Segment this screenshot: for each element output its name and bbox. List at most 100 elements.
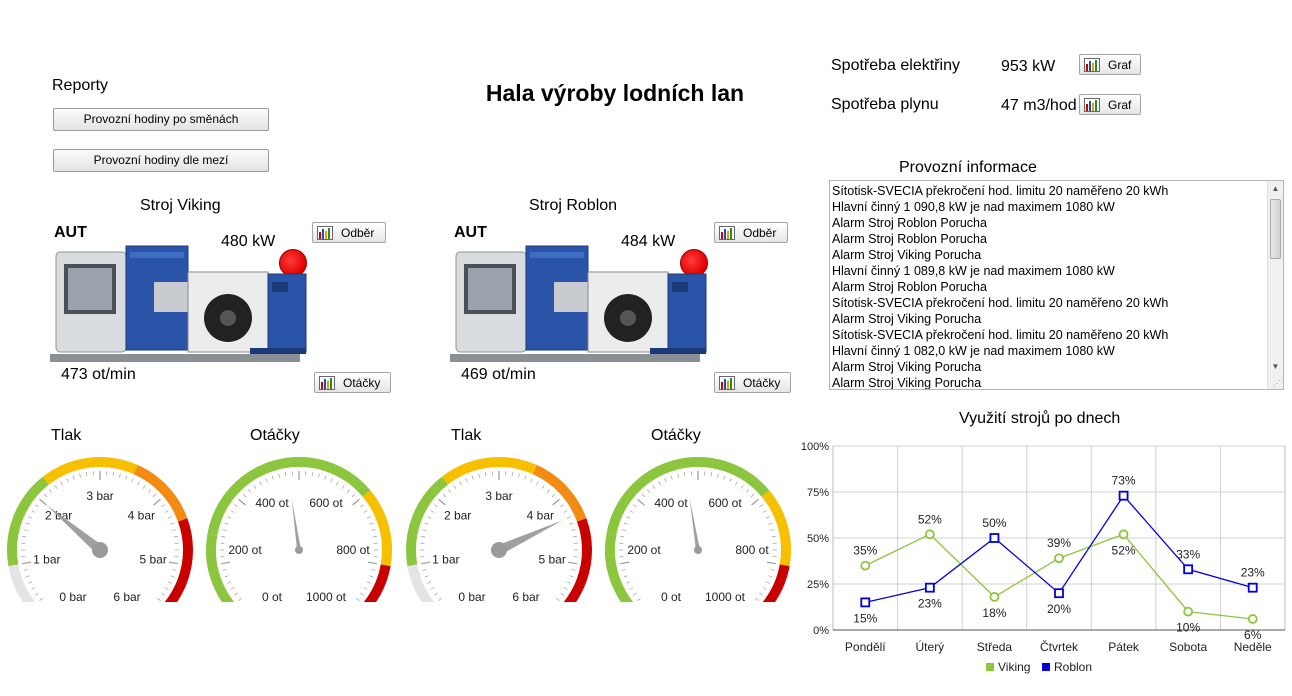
electricity-label: Spotřeba elektřiny (831, 57, 960, 74)
rpm-value: 473 ot/min (61, 366, 136, 383)
gauge-tick (623, 575, 628, 578)
scroll-up-icon[interactable]: ▲ (1271, 184, 1280, 193)
gauge-tick (224, 522, 229, 525)
gauge-tick (566, 581, 571, 584)
limit-hours-button[interactable]: Provozní hodiny dle mezí (53, 149, 269, 172)
gauge-tick (762, 510, 767, 513)
mode-indicator: AUT (54, 224, 87, 241)
machine-image (50, 245, 307, 362)
gauge-label: 400 ot (255, 496, 289, 510)
gauge-tick (745, 489, 750, 493)
gauge-tick (421, 535, 426, 538)
power-value: 480 kW (221, 233, 276, 250)
gauge-tick (363, 510, 368, 513)
x-tick-label: Úterý (916, 639, 945, 654)
data-label: 20% (1047, 602, 1071, 616)
gauge-band (407, 564, 435, 602)
gauge-tick (750, 493, 755, 498)
gauge-tick (346, 489, 351, 493)
mode-indicator: AUT (454, 224, 487, 241)
gauge-tick (637, 597, 641, 602)
gauge-tick (164, 587, 169, 590)
consumption-button[interactable]: Odběr (714, 222, 788, 243)
gauge-label: 2 bar (444, 508, 471, 522)
gauge-tick (253, 485, 257, 489)
resize-grip-icon[interactable]: ⋰ (1273, 379, 1281, 388)
gauge-tick (234, 504, 238, 508)
rpm-button[interactable]: Otáčky (314, 372, 391, 393)
gauge-tick (371, 569, 376, 571)
gauge-label: 200 ot (627, 543, 661, 557)
gauge-tick (735, 481, 738, 486)
log-line: Alarm Stroj Viking Porucha (832, 312, 982, 326)
y-tick-label: 0% (813, 625, 829, 637)
gauge-tick (629, 587, 634, 590)
gauge-tick (330, 478, 333, 483)
gauge-tick (369, 575, 374, 578)
log-line: Alarm Stroj Roblon Porucha (832, 216, 987, 230)
log-scrollbar[interactable]: ▲ ▼ (1267, 181, 1283, 389)
consumption-button[interactable]: Odběr (312, 222, 386, 243)
data-label: 73% (1112, 474, 1136, 488)
gauge-tick (422, 569, 427, 571)
gauge-tick (633, 592, 637, 596)
data-label: 39% (1047, 536, 1071, 550)
x-tick-label: Pátek (1108, 640, 1140, 654)
chart-legend: Viking Roblon (986, 660, 1092, 674)
data-label: 18% (982, 606, 1006, 620)
log-line: Sítotisk-SVECIA překročení hod. limitu 2… (832, 328, 1169, 342)
gauge-tick (771, 535, 776, 538)
gauge-hub (491, 542, 507, 558)
gauge-label: 3 bar (485, 489, 512, 503)
gauge-tick (430, 510, 435, 513)
gauge-tick (710, 472, 713, 477)
electricity-graph-button[interactable]: Graf (1079, 54, 1141, 75)
rpm-gauge-roblon: 0 ot 200 ot 400 ot 600 ot 800 ot 1000 ot (605, 457, 791, 602)
gauge-tick (620, 535, 625, 538)
gas-graph-button[interactable]: Graf (1079, 94, 1141, 115)
gauge-tick (352, 498, 360, 506)
gauge-tick (242, 493, 247, 498)
scroll-down-icon[interactable]: ▼ (1271, 362, 1280, 371)
gauge-tick (284, 472, 287, 477)
rpm-button[interactable]: Otáčky (714, 372, 791, 393)
data-label: 10% (1176, 621, 1200, 635)
gauge-tick (424, 575, 429, 578)
gauge-tick (556, 597, 560, 602)
gauge-label: 800 ot (735, 543, 769, 557)
pressure-gauge-roblon: 0 bar 1 bar 2 bar 3 bar 4 bar 5 bar 6 bar (406, 457, 592, 602)
gauge-tick (652, 485, 656, 489)
gauge-label: 6 bar (113, 590, 140, 602)
gauge-tick (336, 481, 339, 486)
chart-title: Využití strojů po dnech (959, 410, 1121, 427)
gauge-band (532, 465, 587, 522)
gauge-tick (131, 478, 134, 483)
gauge-tick (551, 493, 556, 498)
gauge-title: Otáčky (250, 427, 300, 444)
gauge-tick (360, 504, 364, 508)
scroll-thumb[interactable] (1270, 199, 1281, 259)
log-line: Hlavní činný 1 082,0 kW je nad maximem 1… (832, 344, 1115, 358)
gauge-tick (422, 529, 427, 531)
gauge-band (207, 457, 371, 536)
gauge-tick (22, 561, 32, 565)
gauge-tick (768, 575, 773, 578)
machine-title: Stroj Viking (140, 197, 221, 214)
data-label: 50% (982, 516, 1006, 530)
gauge-tick (367, 561, 377, 565)
gauge-tick (677, 473, 679, 478)
gauge-tick (765, 581, 770, 584)
x-tick-label: Čtvrtek (1040, 639, 1079, 654)
shift-hours-button[interactable]: Provozní hodiny po směnách (53, 108, 269, 131)
legend-swatch (1042, 663, 1050, 671)
data-point-roblon (1183, 564, 1194, 575)
gauge-tick (153, 498, 161, 506)
gauge-tick (717, 473, 719, 478)
gauge-tick (751, 498, 759, 506)
gauge-tick (22, 535, 27, 538)
gauge-tick (759, 592, 763, 596)
gauge-tick (621, 529, 626, 531)
info-log[interactable]: Sítotisk-SVECIA překročení hod. limitu 2… (829, 180, 1284, 390)
gauge-tick (363, 587, 368, 590)
gauge-tick (633, 504, 637, 508)
